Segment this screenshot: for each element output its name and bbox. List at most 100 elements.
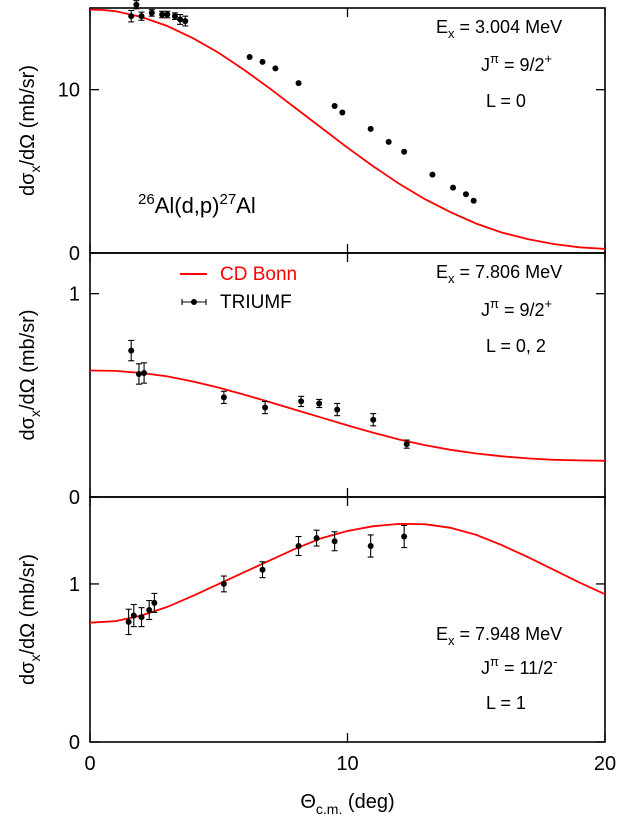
data-point [146,607,153,614]
annotation: Ex = 3.004 MeV [436,17,562,41]
data-point [334,406,341,413]
data-point [385,138,392,145]
annotation-rest: = 9/2 [499,300,545,320]
y-tick-label: 0 [69,243,80,265]
y-axis-label: dσx/dΩ (mb/sr) [17,554,43,685]
annotation-text: J [481,55,490,75]
data-point [164,11,171,18]
data-point [401,148,408,155]
annotation: L = 0 [486,91,526,111]
annotation-text: E [436,17,448,37]
annotation-text: L = 1 [486,693,526,713]
data-point [331,538,338,545]
y-axis-label-sub: x [27,410,43,417]
data-point [262,404,269,411]
annotation-sub: x [448,26,455,41]
annotation-sup: π [490,51,499,66]
y-axis-label-rest: /dΩ (mb/sr) [17,310,39,411]
data-point [450,184,457,191]
x-axis-label-sub: c.m. [316,801,342,817]
data-point [367,543,374,549]
y-tick-label: 0 [69,732,80,754]
data-point [339,109,346,116]
annotation-text: E [436,624,448,644]
y-tick-label: 1 [69,574,80,596]
theory-curve [90,8,605,250]
data-point [135,370,142,377]
y-axis-label: dσx/dΩ (mb/sr) [17,65,43,196]
legend-label: CD Bonn [220,264,297,285]
annotation-rest: = 7.806 MeV [455,262,563,282]
annotation: Ex = 7.948 MeV [436,624,562,648]
y-tick-label: 0 [69,487,80,509]
annotation: Ex = 7.806 MeV [436,262,562,286]
theory-curve [90,522,605,624]
data-point [295,80,302,87]
data-point [401,533,408,540]
data-point [220,394,227,401]
y-axis-label-rest: /dΩ (mb/sr) [17,554,39,655]
annotation: Jπ = 9/2+ [481,296,552,320]
annotation-rest: = 11/2 [499,658,553,678]
annotation-sup: π [490,296,499,311]
annotation-sup: + [545,296,553,311]
reaction-mass-in: 26 [138,191,155,208]
data-point [220,580,227,587]
data-point [316,400,323,407]
data-point [171,13,178,20]
annotation-text: J [481,300,490,320]
y-axis-label: dσx/dΩ (mb/sr) [17,310,43,441]
data-point [272,65,279,72]
data-point [259,58,266,65]
data-point [246,54,253,60]
y-axis-label-rest: /dΩ (mb/sr) [17,65,39,166]
data-point [133,1,140,8]
annotation-rest: = 7.948 MeV [455,624,563,644]
panel-frame [89,496,606,743]
panel-frame [89,252,606,498]
annotation-sup: π [490,654,499,669]
reaction-mass-out: 27 [219,191,236,208]
x-axis-label-main: Θ [300,791,316,813]
annotation-sub: x [448,633,455,648]
data-point [128,347,135,354]
y-axis-label-sub: x [27,655,43,662]
annotation-sub: x [448,271,455,286]
annotation: Jπ = 9/2+ [481,51,552,75]
data-point [313,535,320,542]
data-point [130,612,137,619]
data-point [148,9,155,16]
y-tick-label: 1 [69,284,80,306]
legend-label: TRIUMF [220,292,292,313]
data-point [403,441,410,448]
data-point [259,566,266,573]
data-point [182,18,189,25]
data-point [298,398,305,405]
data-point [462,191,469,198]
theory-curve [90,369,605,462]
data-point [177,16,184,23]
annotation: Jπ = 11/2- [481,654,558,678]
y-axis-label-main: dσ [17,416,39,440]
data-point [331,103,338,109]
reaction-product: Al [236,193,256,218]
y-axis-label-sub: x [27,166,43,173]
x-axis-label-rest: (deg) [342,791,394,813]
annotation: L = 1 [486,693,526,713]
data-point [295,543,302,549]
annotation-text: E [436,262,448,282]
data-point [367,125,374,132]
y-axis-label-main: dσ [17,172,39,196]
y-axis-label-main: dσ [17,661,39,685]
annotation-rest: = 3.004 MeV [455,17,563,37]
data-point [138,614,145,621]
annotation-text: J [481,658,490,678]
annotation-text: L = 0, 2 [486,336,546,356]
data-point [141,369,148,376]
x-axis-label: Θc.m. (deg) [300,791,394,817]
annotation-text: L = 0 [486,91,526,111]
data-point [159,11,166,18]
x-tick-label: 10 [336,753,358,775]
